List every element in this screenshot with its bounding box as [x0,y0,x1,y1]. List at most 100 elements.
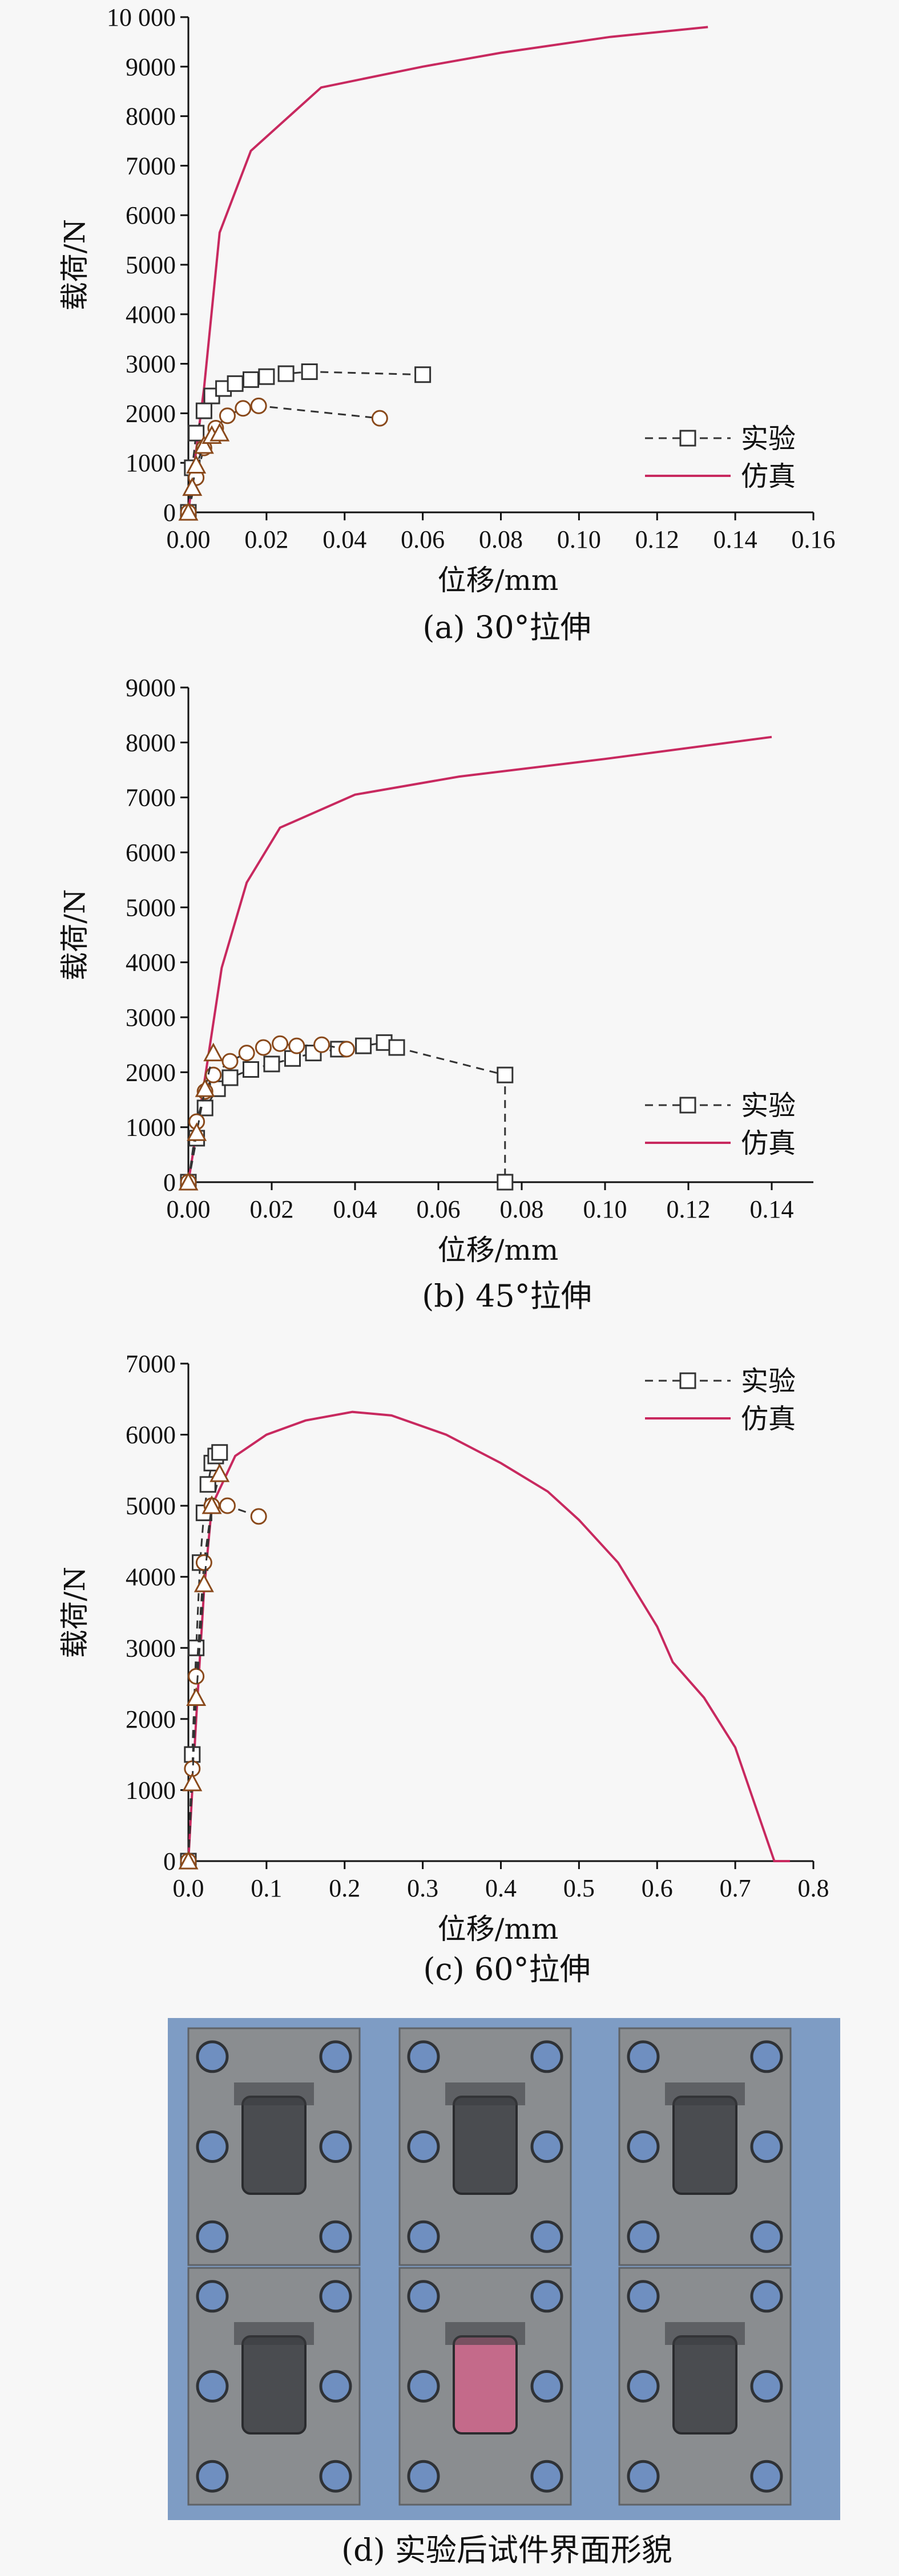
data-point-marker [193,1573,214,1592]
data-point-marker [209,422,230,442]
x-tick-label: 0.04 [333,1195,377,1223]
legend-simulation-label: 仿真 [741,460,796,492]
y-tick-label: 5000 [126,893,176,921]
y-tick-label: 1000 [126,449,176,477]
series-experiment-line [187,1473,221,1862]
bolt-hole [319,2280,352,2313]
data-point-marker [178,502,199,521]
data-point-marker [219,1497,236,1514]
data-point-marker [355,1037,372,1054]
data-point-marker [250,397,267,414]
data-point-marker [221,1053,239,1070]
bolt-hole [407,2460,440,2493]
x-tick-label: 0.12 [667,1195,711,1223]
bond-interface [672,2096,737,2195]
x-tick-label: 0.7 [720,1874,751,1902]
bolt-hole [319,2220,352,2253]
bolt-hole [319,2040,352,2073]
bolt-hole [750,2130,783,2163]
specimen-plate [618,2267,792,2506]
bond-interface [241,2096,307,2195]
bond-interface [672,2335,737,2435]
series-simulation-line [187,26,708,513]
bolt-hole [407,2040,440,2073]
x-tick-label: 0.3 [407,1874,438,1902]
data-point-marker [263,1056,280,1073]
y-axis-label: 载荷/N [58,889,91,981]
bolt-hole [319,2130,352,2163]
data-point-marker [187,1122,207,1141]
data-point-marker [250,1508,267,1525]
y-tick-label: 9000 [126,674,176,702]
data-point-marker [195,402,212,419]
adhesive-residue [665,2082,745,2105]
series-experiment-line [187,1053,215,1183]
y-tick-label: 3000 [126,1634,176,1662]
data-point-marker [258,368,275,385]
data-point-marker [178,1171,199,1191]
y-tick-label: 2000 [126,399,176,427]
data-point-marker [238,1045,255,1062]
y-tick-label: 5000 [126,251,176,279]
bolt-hole [196,2040,229,2073]
x-tick-label: 0.14 [750,1195,794,1223]
legend-experiment-marker [679,1097,696,1114]
chart-caption: (c) 60°拉伸 [423,1951,590,1987]
x-tick-label: 0.10 [557,525,601,553]
y-tick-label: 0 [163,499,176,527]
bolt-hole [530,2040,563,2073]
x-tick-label: 0.4 [485,1874,517,1902]
bolt-hole [530,2370,563,2403]
data-point-marker [243,371,259,388]
y-tick-label: 4000 [126,1563,176,1591]
bolt-hole [319,2370,352,2403]
y-tick-label: 2000 [126,1705,176,1733]
x-axis-label: 位移/mm [438,1234,559,1267]
specimen-plate [618,2027,792,2266]
y-tick-label: 3000 [126,350,176,378]
data-point-marker [235,400,252,417]
data-point-marker [227,375,244,392]
data-point-marker [338,1041,355,1058]
x-axis-label: 位移/mm [438,564,559,597]
legend-simulation-label: 仿真 [741,1403,796,1435]
data-point-marker [221,1069,239,1086]
data-point-marker [388,1039,405,1056]
chart-a-30deg: 0.00 0.02 0.04 0.06 0.08 0.10 0.12 0.14 0.16 0 100… [58,3,836,645]
x-axis-label: 位移/mm [438,1912,559,1946]
data-point-marker [182,1772,203,1792]
x-tick-label: 0.02 [250,1195,294,1223]
bolt-hole [750,2460,783,2493]
bolt-hole [407,2280,440,2313]
y-tick-label: 4000 [126,949,176,977]
y-tick-label: 2000 [126,1058,176,1086]
x-tick-label: 0.04 [322,525,366,553]
chart-c-60deg: 0.0 0.1 0.2 0.3 0.4 0.5 0.6 0.7 0.8 0 1000 2000 3000… [58,1350,829,1987]
x-tick-label: 0.02 [244,525,288,553]
bolt-hole [196,2370,229,2403]
specimen-plate [398,2267,572,2506]
bolt-hole [530,2460,563,2493]
x-tick-label: 0.10 [583,1195,627,1223]
y-tick-label: 6000 [126,839,176,867]
y-tick-label: 5000 [126,1492,176,1520]
bolt-hole [530,2130,563,2163]
series-simulation-line [187,735,772,1183]
data-point-marker [414,366,432,383]
chart-b-45deg: 0.00 0.02 0.04 0.06 0.08 0.10 0.12 0.14 0 1000 200… [58,674,813,1314]
y-tick-label: 3000 [126,1004,176,1032]
specimen-photo: (d) 实验后试件界面形貌 [168,2018,840,2568]
data-point-marker [255,1039,272,1056]
data-point-marker [201,1495,222,1514]
x-tick-label: 0.6 [642,1874,673,1902]
data-point-marker [209,1463,230,1482]
data-point-marker [182,477,203,496]
legend-experiment-label: 实验 [741,423,796,455]
bolt-hole [530,2280,563,2313]
y-axis-label: 载荷/N [58,1567,91,1659]
photo-caption: (d) 实验后试件界面形貌 [341,2532,672,2568]
adhesive-residue [445,2082,525,2105]
data-point-marker [371,410,388,427]
